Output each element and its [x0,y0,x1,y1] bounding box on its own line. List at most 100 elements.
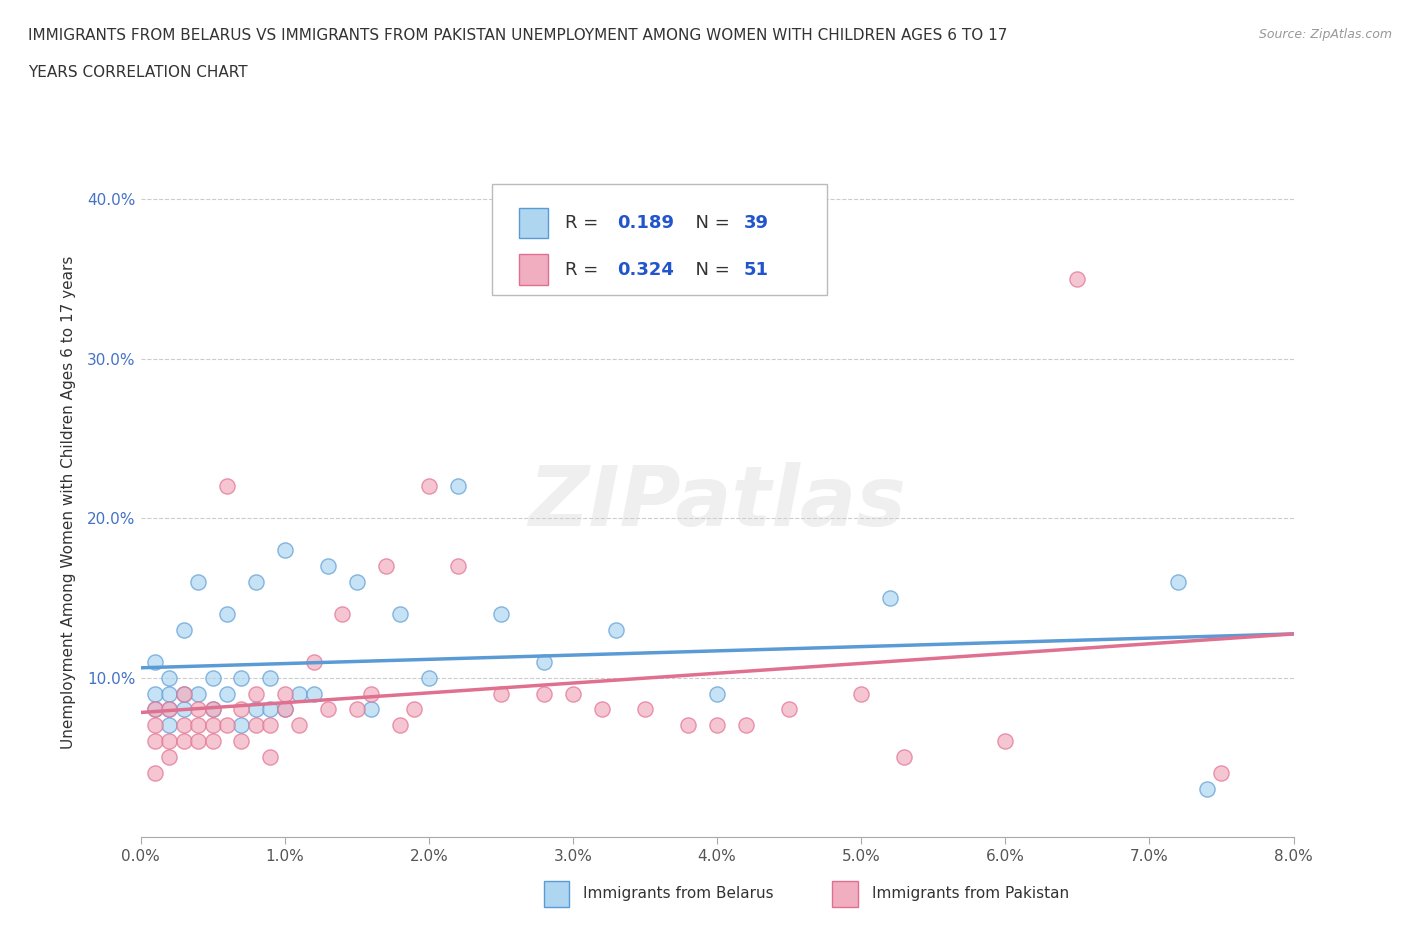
Point [259,671,281,685]
Point [404,702,426,717]
Point [778,702,800,717]
Point [678,718,700,733]
Text: 0.189: 0.189 [617,214,673,232]
Point [217,606,239,621]
Point [533,654,555,669]
Point [316,702,339,717]
Point [143,686,166,701]
Point [274,702,297,717]
Point [893,750,915,764]
Point [143,734,166,749]
Text: N =: N = [683,214,735,232]
Text: 51: 51 [744,260,769,278]
Point [274,702,297,717]
Point [259,702,281,717]
Point [1195,782,1218,797]
Point [259,750,281,764]
Point [561,686,585,701]
Point [994,734,1017,749]
Point [187,702,209,717]
Point [388,606,411,621]
Point [418,671,440,685]
Point [231,702,253,717]
Point [706,718,728,733]
Point [388,718,411,733]
Point [201,734,224,749]
Point [159,686,180,701]
Point [245,575,267,590]
Point [143,765,166,780]
Text: R =: R = [565,260,603,278]
Point [605,622,627,637]
Point [735,718,758,733]
Point [1211,765,1233,780]
Point [346,575,368,590]
Point [231,671,253,685]
Point [201,702,224,717]
FancyBboxPatch shape [519,255,547,285]
Point [302,654,325,669]
Point [489,686,512,701]
Point [245,718,267,733]
Y-axis label: Unemployment Among Women with Children Ages 6 to 17 years: Unemployment Among Women with Children A… [60,256,76,749]
Text: Immigrants from Pakistan: Immigrants from Pakistan [872,886,1069,901]
Point [173,686,195,701]
Text: 39: 39 [744,214,769,232]
Point [187,734,209,749]
Point [143,702,166,717]
Point [879,591,901,605]
Point [447,559,470,574]
Point [159,702,180,717]
Point [159,750,180,764]
Point [231,734,253,749]
Point [360,686,382,701]
Point [374,559,396,574]
Point [360,702,382,717]
Text: Source: ZipAtlas.com: Source: ZipAtlas.com [1258,28,1392,41]
Point [346,702,368,717]
Point [159,671,180,685]
Point [173,718,195,733]
Point [143,702,166,717]
FancyBboxPatch shape [544,881,569,908]
Text: R =: R = [565,214,603,232]
Point [332,606,354,621]
Text: ZIPatlas: ZIPatlas [529,461,905,543]
Point [187,686,209,701]
Point [533,686,555,701]
Point [173,702,195,717]
Point [159,734,180,749]
Point [187,718,209,733]
Point [302,686,325,701]
Point [274,542,297,557]
Text: IMMIGRANTS FROM BELARUS VS IMMIGRANTS FROM PAKISTAN UNEMPLOYMENT AMONG WOMEN WIT: IMMIGRANTS FROM BELARUS VS IMMIGRANTS FR… [28,28,1008,43]
Text: N =: N = [683,260,735,278]
FancyBboxPatch shape [519,207,547,238]
Point [159,718,180,733]
Point [316,559,339,574]
FancyBboxPatch shape [832,881,858,908]
Point [231,718,253,733]
Point [489,606,512,621]
Point [187,575,209,590]
Point [245,686,267,701]
Point [217,718,239,733]
Point [1066,272,1088,286]
Point [143,654,166,669]
Point [217,686,239,701]
Point [143,718,166,733]
Point [159,702,180,717]
Point [418,479,440,494]
Point [217,479,239,494]
Point [201,671,224,685]
Point [173,686,195,701]
Point [245,702,267,717]
Point [288,686,311,701]
Point [706,686,728,701]
Point [591,702,613,717]
Point [447,479,470,494]
Text: YEARS CORRELATION CHART: YEARS CORRELATION CHART [28,65,247,80]
Point [1167,575,1189,590]
Text: 0.324: 0.324 [617,260,673,278]
Point [288,718,311,733]
